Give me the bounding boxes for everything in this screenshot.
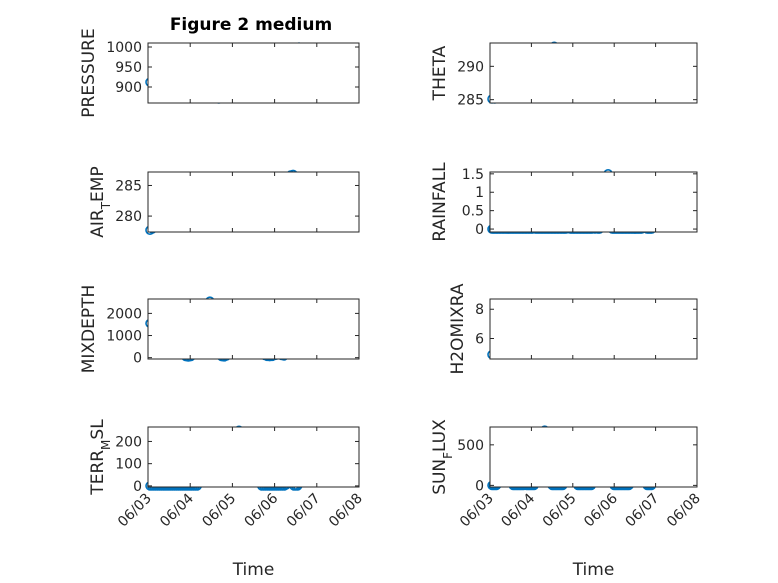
axes-frame [489,298,698,360]
y-tick-label: 290 [457,59,484,75]
y-tick-label: 100 [115,457,142,473]
subplot-6: 6 8 H2OMIXRA [448,283,698,375]
y-tick-label: 1 [475,185,484,201]
subplot-4: 0 0.5 1 1.5 RAINFALL [430,162,698,242]
y-tick-label: 6 [475,332,484,348]
y-tick-label: 0.5 [462,204,484,220]
y-axis-label: SUNFLUX [430,419,455,495]
y-axis-label: H2OMIXRA [448,283,468,374]
y-tick-label: 1.5 [462,167,484,183]
y-tick-label: 0 [475,478,484,494]
y-tick-label: 0 [133,351,142,367]
y-axis-label: RAINFALL [430,162,450,242]
axes-frame [147,171,360,233]
y-tick-label: 500 [457,438,484,454]
y-axis-label: AIRTEMP [88,166,113,237]
axes-frame [147,42,360,104]
subplot-2: 285 290 THETA [430,41,698,109]
axes-frame [489,42,698,104]
y-tick-label: 1000 [106,329,142,345]
subplot-5: 0 1000 2000 MIXDEPTH [79,285,360,374]
y-tick-label: 2000 [106,306,142,322]
y-tick-label: 0 [475,222,484,238]
x-axis-label: Time [232,560,275,580]
y-tick-label: 1000 [106,40,142,56]
axes-frame [489,171,698,233]
y-tick-label: 900 [115,80,142,96]
y-tick-label: 0 [133,479,142,495]
y-axis-label: PRESSURE [79,28,99,117]
y-axis-label: TERRMSL [88,419,113,496]
y-tick-label: 285 [115,178,142,194]
y-axis-label: THETA [430,45,450,101]
y-tick-label: 950 [115,60,142,76]
figure-title: Figure 2 medium [170,15,332,35]
y-tick-label: 200 [115,434,142,450]
y-axis-label: MIXDEPTH [79,285,99,374]
y-tick-label: 8 [475,302,484,318]
y-tick-label: 285 [457,93,484,109]
axes-frame [489,426,698,488]
x-axis-label: Time [572,560,615,580]
y-tick-label: 280 [115,209,142,225]
axes-frame [147,298,360,360]
subplot-1: 900 950 1000 PRESSURE [79,28,360,118]
axes-frame [147,426,360,488]
